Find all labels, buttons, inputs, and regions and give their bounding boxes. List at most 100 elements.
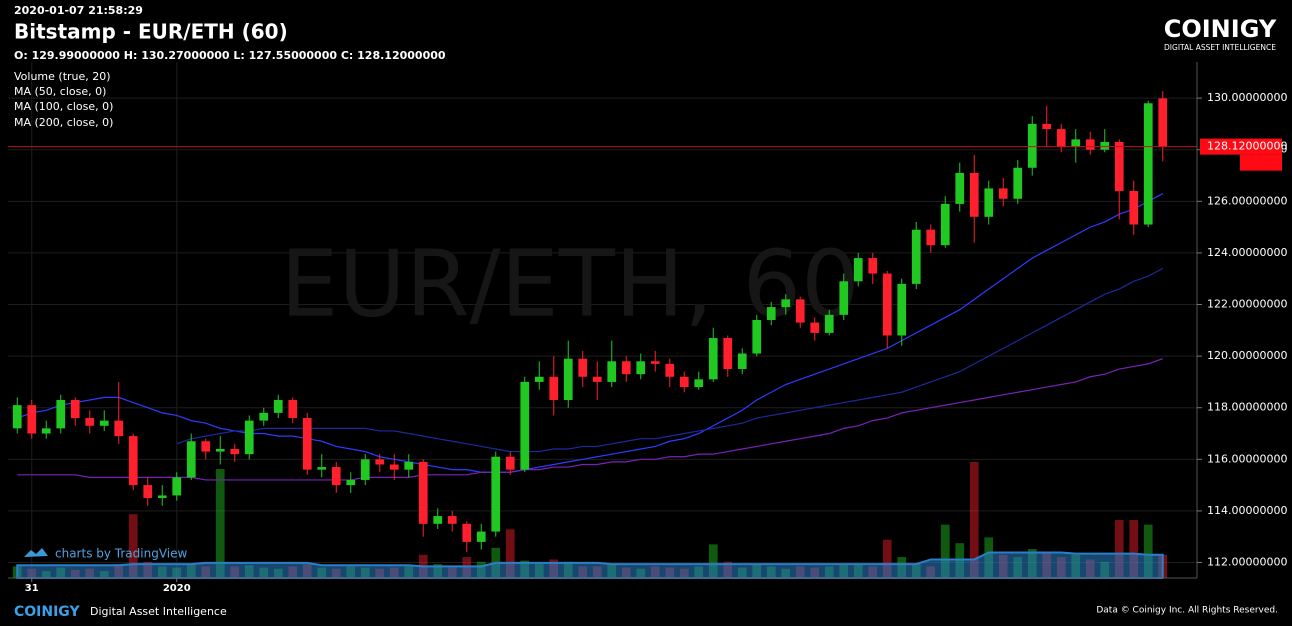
candle-body <box>694 379 704 388</box>
candle-body <box>752 320 762 354</box>
y-tick-label: 116.00000000 <box>1207 452 1287 465</box>
candle-body <box>636 361 646 375</box>
volume-bar <box>1114 520 1124 578</box>
candle-body <box>157 495 167 499</box>
timestamp: 2020-01-07 21:58:29 <box>14 4 143 17</box>
moving-average-line <box>176 267 1164 453</box>
footer-tagline: Digital Asset Intelligence <box>90 605 227 618</box>
volume-bar <box>215 468 225 578</box>
legend-entry: Volume (true, 20) <box>14 70 111 83</box>
candle-body <box>360 459 370 480</box>
candle-body <box>1114 141 1124 191</box>
logo-tagline: DIGITAL ASSET INTELLIGENCE <box>1164 43 1276 52</box>
y-tick-label: 114.00000000 <box>1207 504 1287 517</box>
ohlc-summary: O: 129.99000000 H: 130.27000000 L: 127.5… <box>14 49 446 62</box>
candle-body <box>1071 139 1081 148</box>
candle-body <box>143 485 153 499</box>
candle-body <box>273 399 283 413</box>
candle-body <box>1129 191 1139 225</box>
volume-bar <box>1143 524 1153 578</box>
last-price-box <box>1200 138 1282 155</box>
candle-body <box>56 399 66 429</box>
x-tick-label: 2020 <box>163 583 191 594</box>
candle-body <box>882 273 892 336</box>
candle-body <box>607 361 617 382</box>
volume-bar <box>969 462 979 578</box>
candle-body <box>70 399 80 419</box>
candle-body <box>592 376 602 382</box>
volume-ma-area <box>16 551 1164 579</box>
candle-body <box>244 420 254 455</box>
candle-body <box>665 363 675 377</box>
candle-body <box>824 314 834 333</box>
candle-body <box>1100 141 1110 150</box>
candle-body <box>288 399 298 419</box>
candle-body <box>114 420 124 437</box>
candle-body <box>737 353 747 370</box>
candle-body <box>563 358 573 400</box>
legend-entry: MA (50, close, 0) <box>14 85 106 98</box>
candle-body <box>940 203 950 246</box>
candle-body <box>578 358 588 377</box>
footer-logo: COINIGY <box>14 604 80 620</box>
candle-body <box>1042 123 1052 130</box>
chart-title: Bitstamp - EUR/ETH (60) <box>14 20 288 44</box>
countdown-box <box>1240 154 1282 171</box>
candle-body <box>128 436 138 486</box>
last-price-label: 128.12000000 <box>1207 140 1287 153</box>
candle-body <box>215 449 225 452</box>
legend-entry: MA (100, close, 0) <box>14 100 113 113</box>
candle-body <box>85 418 95 426</box>
volume-bar <box>505 529 515 578</box>
candle-body <box>201 441 211 452</box>
candle-body <box>317 467 327 470</box>
logo: COINIGY <box>1164 15 1277 43</box>
candle-body <box>534 376 544 382</box>
candle-body <box>911 229 921 284</box>
candle-body <box>186 441 196 478</box>
volume-bar <box>708 544 718 578</box>
candle-body <box>99 420 109 426</box>
candle-body <box>868 258 878 274</box>
volume-bar <box>940 524 950 578</box>
candle-body <box>1158 98 1168 147</box>
candle-body <box>969 172 979 217</box>
candle-body <box>433 516 443 524</box>
copyright: Data © Coinigy Inc. All Rights Reserved. <box>1096 606 1278 616</box>
candle-body <box>708 338 718 380</box>
y-tick-label: 118.00000000 <box>1207 401 1287 414</box>
candle-body <box>346 479 356 486</box>
candle-body <box>926 229 936 246</box>
candle-body <box>389 464 399 470</box>
tradingview-icon <box>24 548 48 557</box>
candle-body <box>1085 139 1095 150</box>
candle-body <box>418 461 428 524</box>
candle-body <box>549 376 559 400</box>
candle-body <box>723 338 733 370</box>
candle-body <box>41 428 51 434</box>
y-tick-label: 130.00000000 <box>1207 91 1287 104</box>
candle-body <box>766 307 776 320</box>
watermark: EUR/ETH, 60 <box>280 230 859 337</box>
candle-body <box>27 405 37 434</box>
volume-bar <box>882 539 892 578</box>
y-tick-label: 124.00000000 <box>1207 246 1287 259</box>
volume-bar <box>1129 520 1139 578</box>
candle-body <box>984 188 994 217</box>
moving-average-line <box>17 193 1164 473</box>
y-tick-label: 112.00000000 <box>1207 556 1287 569</box>
volume-bar <box>128 514 138 578</box>
candle-body <box>375 459 385 465</box>
candle-body <box>897 283 907 336</box>
candle-body <box>259 412 269 421</box>
candle-body <box>1027 123 1037 168</box>
candle-body <box>491 456 501 532</box>
candle-body <box>781 299 791 308</box>
candle-body <box>230 449 240 455</box>
attribution[interactable]: charts by TradingView <box>55 547 187 561</box>
y-tick-label: 122.00000000 <box>1207 298 1287 311</box>
candle-body <box>955 172 965 204</box>
candle-body <box>998 188 1008 199</box>
y-tick-label: 126.00000000 <box>1207 194 1287 207</box>
